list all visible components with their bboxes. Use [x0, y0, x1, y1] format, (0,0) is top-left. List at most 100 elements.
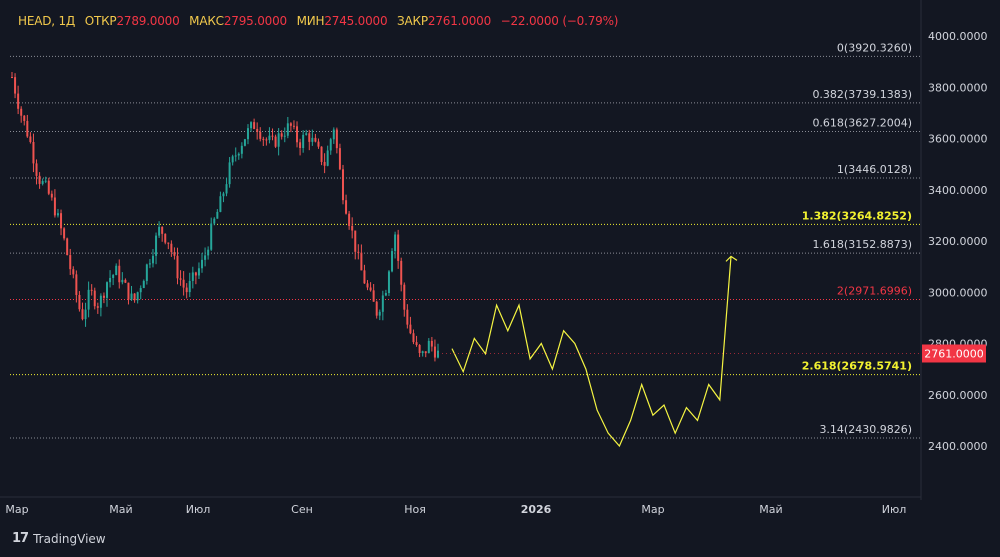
- candle-body: [56, 213, 59, 216]
- low-value: 2745.0000: [324, 14, 388, 28]
- candle-body: [397, 234, 400, 261]
- candle-body: [403, 284, 406, 310]
- candle-body: [320, 146, 323, 162]
- candle-body: [243, 139, 246, 146]
- candle-body: [66, 238, 69, 256]
- candles: [11, 71, 439, 362]
- candle-body: [23, 115, 26, 121]
- candle-body: [418, 344, 421, 354]
- candle-body: [173, 252, 176, 256]
- time-tick: Сен: [291, 503, 313, 516]
- candle-body: [225, 184, 228, 194]
- candle-body: [14, 77, 17, 94]
- candle-body: [299, 142, 302, 149]
- candle-body: [246, 128, 249, 140]
- candle-body: [53, 197, 56, 216]
- candle-body: [222, 193, 225, 197]
- candle-body: [139, 288, 142, 293]
- candle-body: [78, 294, 81, 310]
- candle-body: [351, 225, 354, 231]
- candle-body: [17, 93, 20, 109]
- change-value: −22.0000 (−0.79%): [500, 14, 619, 28]
- candle-body: [274, 136, 277, 147]
- candle-body: [421, 351, 424, 354]
- candle-body: [216, 211, 219, 219]
- candle-body: [240, 145, 243, 154]
- price-tick: 3200.0000: [928, 235, 988, 248]
- candle-body: [142, 280, 145, 289]
- candle-body: [400, 260, 403, 285]
- fib-label: 2(2971.6996): [837, 285, 912, 298]
- candle-body: [437, 350, 439, 358]
- candle-body: [81, 309, 84, 320]
- candle-body: [201, 259, 204, 269]
- candle-body: [50, 193, 53, 198]
- price-axis[interactable]: 4000.0000 3800.0000 3600.0000 3400.0000 3200…: [438, 0, 988, 500]
- time-tick: 2026: [521, 503, 552, 516]
- candle-body: [348, 213, 351, 226]
- time-tick: Май: [109, 503, 132, 516]
- candle-body: [326, 150, 329, 166]
- candle-body: [99, 295, 102, 308]
- candle-body: [427, 340, 430, 354]
- candle-body: [296, 126, 299, 143]
- tradingview-logo-icon: 17: [12, 531, 29, 546]
- open-label: ОТКР: [84, 14, 117, 28]
- candle-body: [335, 129, 338, 149]
- price-tick: 4000.0000: [928, 30, 988, 43]
- fib-label: 0(3920.3260): [837, 41, 912, 54]
- candle-body: [409, 324, 412, 334]
- price-tick: 2400.0000: [928, 440, 988, 453]
- candle-body: [277, 133, 280, 147]
- fibonacci-levels: 0(3920.3260) 0.382(3739.1383) 0.618(3627.2…: [10, 41, 920, 439]
- candle-body: [167, 242, 170, 244]
- fib-label: 1(3446.0128): [837, 163, 912, 176]
- candle-body: [124, 279, 127, 283]
- candle-body: [38, 175, 41, 184]
- candle-body: [63, 228, 66, 239]
- candle-body: [109, 277, 112, 283]
- candle-body: [164, 233, 167, 243]
- candle-body: [268, 135, 271, 140]
- tradingview-brand[interactable]: 17 TradingView: [12, 531, 106, 546]
- candle-body: [11, 77, 13, 78]
- candle-body: [145, 264, 148, 281]
- candle-body: [237, 153, 240, 156]
- candle-body: [415, 342, 418, 345]
- fib-label: 0.618(3627.2004): [812, 117, 912, 130]
- candle-body: [69, 255, 72, 270]
- time-tick: Май: [759, 503, 782, 516]
- time-axis[interactable]: Мар Май Июл Сен Ноя 2026 Мар Май Июл: [0, 496, 921, 516]
- candle-body: [204, 255, 207, 260]
- candle-body: [259, 131, 262, 139]
- candle-body: [148, 263, 151, 265]
- candle-body: [161, 226, 164, 234]
- candle-body: [345, 200, 348, 214]
- candle-body: [286, 123, 289, 136]
- time-tick: Июл: [186, 503, 211, 516]
- candle-body: [188, 280, 191, 293]
- candle-body: [387, 271, 390, 294]
- time-tick: Мар: [5, 503, 28, 516]
- candle-body: [136, 292, 139, 301]
- projection-arrow-icon: [725, 255, 738, 262]
- candle-body: [32, 141, 35, 164]
- fib-label: 3.14(2430.9826): [819, 423, 912, 436]
- fib-label: 0.382(3739.1383): [812, 88, 912, 101]
- candle-body: [47, 180, 50, 194]
- ohlc-legend: HEAD, 1Д ОТКР2789.0000 МАКС2795.0000 МИН…: [18, 14, 618, 28]
- candle-body: [384, 293, 387, 296]
- price-tick: 3600.0000: [928, 133, 988, 146]
- candle-body: [234, 155, 237, 157]
- symbol-label: HEAD, 1Д: [18, 14, 76, 28]
- candle-body: [433, 346, 436, 358]
- candle-body: [115, 265, 118, 276]
- candle-body: [213, 218, 216, 224]
- candle-body: [151, 255, 154, 264]
- candle-body: [133, 293, 136, 301]
- high-value: 2795.0000: [223, 14, 287, 28]
- price-tick: 3000.0000: [928, 286, 988, 299]
- candle-body: [158, 226, 161, 236]
